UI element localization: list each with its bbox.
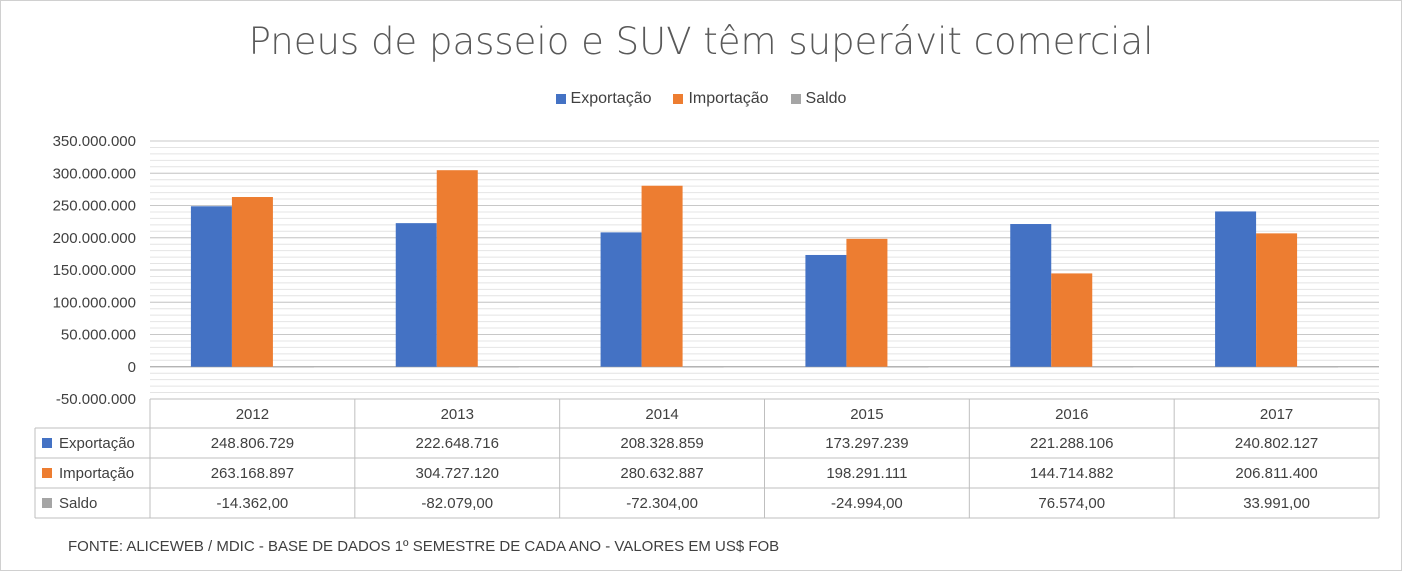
bar-exportacao-2017 [1215,211,1257,367]
table-row-label: Importação [59,465,134,482]
legend-label-saldo: Saldo [805,90,847,107]
x-category-label: 2013 [441,406,474,423]
y-tick-label: 200.000.000 [53,230,136,247]
chart-title: Pneus de passeio e SUV têm superávit com… [248,20,1154,63]
bar-saldo-2016 [1092,366,1134,368]
bar-importacao-2016 [1051,273,1093,367]
bar-exportacao-2015 [805,254,847,367]
bar-importacao-2017 [1256,233,1298,367]
table-row-label: Saldo [59,495,97,512]
table-cell-value: -24.994,00 [831,495,903,512]
bar-saldo-2017 [1297,366,1339,368]
table-cell-value: 198.291.111 [826,465,907,482]
x-category-label: 2014 [645,406,678,423]
bar-saldo-2014 [682,366,724,368]
bar-importacao-2012 [231,197,273,367]
table-cell-value: -72.304,00 [626,495,698,512]
y-tick-label: 0 [128,359,136,376]
bar-exportacao-2014 [600,232,642,367]
y-tick-label: 100.000.000 [53,294,136,311]
legend-item-saldo: Saldo [790,90,847,108]
legend-item-importacao: Importação [673,90,769,108]
legend-swatch-importacao [673,94,684,104]
x-category-label: 2017 [1260,406,1293,423]
bar-importacao-2013 [436,170,478,367]
table-cell-value: 263.168.897 [211,465,294,482]
table-cell-value: 206.811.400 [1235,465,1317,482]
table-cell-value: 248.806.729 [211,435,294,452]
table-row-swatch [42,468,52,478]
y-tick-label: 250.000.000 [53,198,136,215]
table-cell-value: 208.328.859 [620,435,703,452]
table-cell-value: 221.288.106 [1030,435,1113,452]
bar-importacao-2015 [846,238,888,367]
table-cell-value: 222.648.716 [416,435,499,452]
x-category-label: 2015 [850,406,883,423]
bar-exportacao-2013 [395,223,437,367]
bar-saldo-2015 [887,366,929,368]
y-tick-label: 50.000.000 [61,327,136,344]
legend-swatch-exportacao [555,94,566,104]
table-row-swatch [42,498,52,508]
table-cell-value: -82.079,00 [421,495,493,512]
table-cell-value: -14.362,00 [217,495,289,512]
y-tick-label: 150.000.000 [53,262,136,279]
table-cell-value: 240.802.127 [1235,435,1318,452]
bar-saldo-2013 [477,366,519,368]
table-cell-value: 304.727.120 [416,465,499,482]
y-tick-label: 350.000.000 [53,133,136,150]
legend-label-importacao: Importação [688,90,769,107]
legend: Exportação Importação Saldo [0,90,1402,108]
table-cell-value: 33.991,00 [1243,495,1310,512]
table-row-swatch [42,438,52,448]
x-category-label: 2016 [1055,406,1088,423]
y-tick-label: -50.000.000 [56,391,136,408]
y-tick-label: 300.000.000 [53,165,136,182]
table-cell-value: 173.297.239 [825,435,908,452]
source-note: FONTE: ALICEWEB / MDIC - BASE DE DADOS 1… [68,538,780,555]
bar-exportacao-2016 [1010,224,1052,367]
legend-label-exportacao: Exportação [570,90,652,107]
bar-saldo-2012 [272,366,314,368]
legend-swatch-saldo [790,94,801,104]
table-cell-value: 76.574,00 [1038,495,1105,512]
table-cell-value: 280.632.887 [620,465,703,482]
x-category-label: 2012 [236,406,269,423]
table-cell-value: 144.714.882 [1030,465,1113,482]
bar-exportacao-2012 [190,206,232,367]
bar-importacao-2014 [641,185,683,367]
table-row-label: Exportação [59,435,135,452]
legend-item-exportacao: Exportação [555,90,652,108]
